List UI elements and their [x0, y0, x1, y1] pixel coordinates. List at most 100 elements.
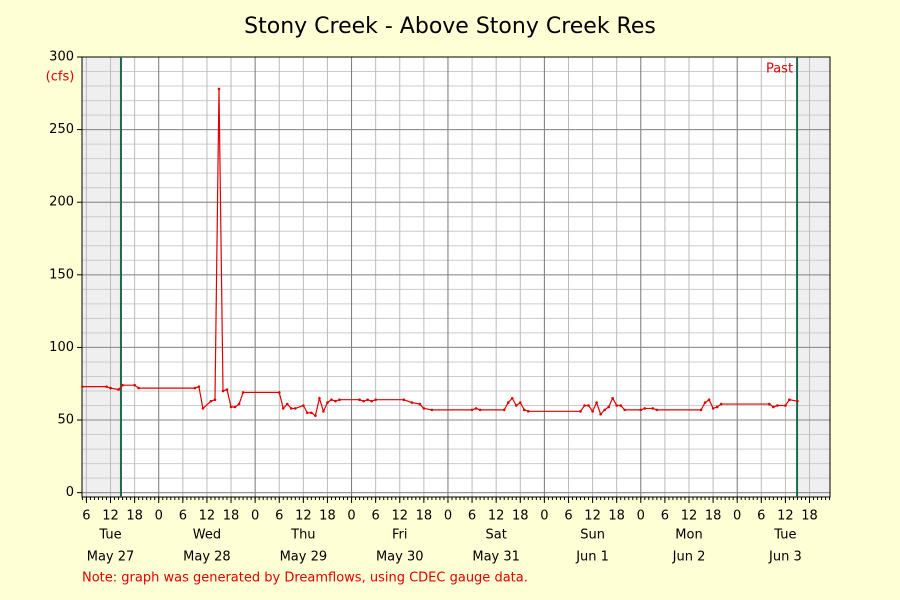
flow-point	[241, 391, 245, 394]
x-tick-label: 12	[584, 509, 601, 524]
flow-point	[314, 414, 317, 417]
y-tick-label: 50	[57, 413, 74, 428]
flow-point	[639, 408, 643, 412]
x-tick-label: 18	[126, 509, 143, 524]
weekday-label: Sat	[486, 528, 507, 543]
flow-point	[603, 408, 606, 412]
x-tick-label: 12	[199, 509, 216, 524]
x-tick-label: 18	[319, 509, 336, 524]
flow-point	[784, 404, 787, 407]
flow-point	[583, 404, 586, 407]
flow-point	[233, 405, 237, 409]
flow-point	[522, 408, 526, 412]
flow-point	[615, 404, 618, 407]
flow-point	[587, 404, 590, 407]
flow-point	[707, 398, 711, 402]
flow-point	[237, 402, 241, 406]
flow-point	[579, 410, 582, 413]
flow-point	[643, 407, 647, 410]
x-tick-label: 18	[705, 509, 722, 524]
flow-point	[294, 407, 297, 410]
flow-point	[310, 411, 313, 415]
y-tick-label: 150	[49, 267, 74, 282]
x-tick-label: 6	[564, 509, 572, 524]
date-label: May 30	[376, 550, 424, 565]
x-tick-label: 12	[488, 509, 505, 524]
flow-point	[213, 398, 217, 402]
flow-point	[619, 404, 623, 407]
flow-point	[117, 388, 120, 391]
flow-point	[506, 401, 510, 404]
chart-title: Stony Creek - Above Stony Creek Res	[244, 14, 656, 39]
flow-point	[502, 408, 506, 412]
flow-point	[370, 399, 373, 403]
flow-point	[225, 388, 229, 391]
date-label: May 31	[472, 550, 520, 565]
x-tick-label: 6	[275, 509, 283, 524]
flow-point	[607, 405, 610, 409]
y-tick-label: 250	[49, 122, 74, 137]
x-tick-label: 6	[372, 509, 380, 524]
flow-point	[285, 402, 289, 406]
flow-point	[772, 405, 775, 409]
x-tick-label: 12	[681, 509, 698, 524]
weekday-label: Wed	[193, 528, 221, 543]
x-tick-label: 0	[155, 509, 163, 524]
flow-point	[422, 407, 426, 410]
flow-point	[611, 396, 614, 400]
shade	[797, 57, 830, 497]
weekday-label: Tue	[98, 528, 121, 543]
flow-point	[281, 407, 285, 410]
x-tick-label: 18	[416, 509, 433, 524]
x-tick-label: 6	[179, 509, 187, 524]
y-tick-label: 0	[66, 485, 74, 500]
flow-point	[699, 408, 703, 412]
flow-point	[366, 398, 369, 402]
x-tick-label: 12	[102, 509, 119, 524]
flow-point	[418, 402, 422, 406]
date-label: May 27	[87, 550, 135, 565]
flow-point	[289, 407, 293, 410]
flow-point	[470, 408, 474, 412]
flow-point	[217, 87, 221, 91]
weekday-label: Fri	[392, 528, 408, 543]
flow-point	[209, 399, 213, 403]
flow-point	[402, 398, 406, 402]
x-tick-label: 6	[468, 509, 476, 524]
flow-point	[595, 401, 598, 404]
flow-point	[105, 385, 108, 388]
x-tick-label: 6	[661, 509, 669, 524]
flow-point	[109, 386, 112, 390]
flow-point	[719, 402, 723, 406]
flow-point	[221, 389, 225, 393]
x-tick-label: 6	[757, 509, 765, 524]
flow-point	[201, 407, 205, 410]
x-tick-label: 18	[801, 509, 818, 524]
flow-point	[768, 402, 771, 406]
flow-point	[81, 385, 84, 388]
plot-border	[81, 56, 831, 498]
flow-point	[474, 407, 478, 410]
x-tick-label: 12	[295, 509, 312, 524]
flow-point	[121, 383, 124, 387]
note: Note: graph was generated by Dreamflows,…	[82, 571, 528, 586]
flow-point	[338, 398, 341, 402]
date-label: Jun 2	[672, 550, 706, 565]
flow-point	[478, 408, 482, 412]
x-tick-label: 18	[223, 509, 240, 524]
flow-point	[651, 407, 655, 410]
x-tick-label: 6	[82, 509, 90, 524]
flow-point	[591, 410, 594, 413]
weekday-label: Sun	[580, 528, 605, 543]
flow-point	[527, 410, 530, 413]
weekday-label: Tue	[773, 528, 796, 543]
date-label: Jun 3	[768, 550, 802, 565]
x-tick-label: 0	[637, 509, 645, 524]
flow-point	[410, 401, 414, 404]
x-tick-label: 12	[777, 509, 794, 524]
flow-point	[514, 404, 518, 407]
date-label: May 28	[183, 550, 231, 565]
flow-point	[326, 401, 329, 404]
flow-point	[711, 407, 715, 410]
